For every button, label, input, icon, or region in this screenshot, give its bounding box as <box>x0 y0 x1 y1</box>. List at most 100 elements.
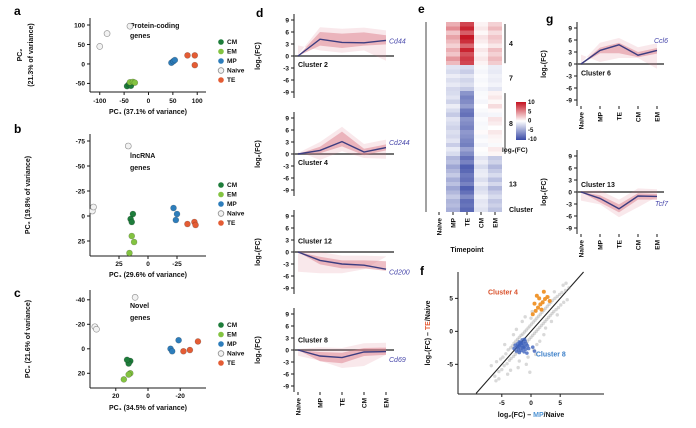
svg-text:0: 0 <box>81 213 85 220</box>
gene-label: Cd244 <box>389 140 410 147</box>
svg-text:6: 6 <box>285 29 289 36</box>
svg-text:5: 5 <box>558 400 562 407</box>
svg-text:PC₁ (34.5% of variance): PC₁ (34.5% of variance) <box>109 405 187 412</box>
svg-text:0: 0 <box>529 400 533 407</box>
panel-label-c: c <box>14 286 21 300</box>
svg-text:-50: -50 <box>76 163 86 170</box>
svg-text:-100: -100 <box>93 98 106 105</box>
axes: -100 -50 0 50 100 100 50 0 -50 PC₁ (37.1% of vari… <box>17 18 206 116</box>
svg-text:50: 50 <box>169 98 177 105</box>
svg-text:Protein-coding: Protein-coding <box>130 23 179 30</box>
svg-text:-40: -40 <box>76 297 86 304</box>
svg-text:0: 0 <box>285 249 289 256</box>
svg-text:MP: MP <box>318 397 325 407</box>
x-tick-labels: Naive MP TE CM EM <box>296 392 391 415</box>
cluster-label: Cluster 6 <box>581 71 611 78</box>
svg-text:-5: -5 <box>528 128 534 134</box>
svg-text:0: 0 <box>568 61 572 68</box>
axes: 9 6 3 0 -3 -6 -9 log₂(FC) <box>255 112 295 196</box>
svg-text:-9: -9 <box>283 383 289 390</box>
svg-text:0: 0 <box>146 393 150 400</box>
svg-text:lncRNA: lncRNA <box>130 153 155 160</box>
svg-text:genes: genes <box>130 33 150 40</box>
axes: 9 6 3 0 -3 -6 -9 log₂(FC) <box>255 308 295 392</box>
cluster-label: Cluster 8 <box>298 337 328 344</box>
cluster-band <box>581 192 657 213</box>
svg-text:CM: CM <box>227 322 237 329</box>
cluster-band <box>298 131 386 156</box>
svg-text:TE: TE <box>227 360 236 367</box>
svg-text:PC₂ (21.6% of variance): PC₂ (21.6% of variance) <box>25 300 32 378</box>
svg-text:EM: EM <box>227 192 237 199</box>
x-axis-label: log₂(FC) – MP/Naive <box>498 412 565 419</box>
svg-text:log₂(FC): log₂(FC) <box>255 42 262 70</box>
svg-text:CM: CM <box>227 39 237 46</box>
svg-text:0: 0 <box>285 53 289 60</box>
cluster-label: Cluster 12 <box>298 239 332 246</box>
svg-text:0: 0 <box>568 189 572 196</box>
svg-text:-6: -6 <box>283 77 289 84</box>
svg-text:-10: -10 <box>528 137 537 143</box>
svg-text:-20: -20 <box>176 393 186 400</box>
svg-text:MP: MP <box>451 217 458 227</box>
svg-text:CM: CM <box>227 182 237 189</box>
svg-text:(21.3% of variance): (21.3% of variance) <box>28 23 35 86</box>
points-all-genes <box>489 281 571 383</box>
svg-text:9: 9 <box>285 17 289 24</box>
svg-text:genes: genes <box>130 315 150 322</box>
cluster-id-label: 4 <box>509 41 513 48</box>
cluster-label: Cluster 13 <box>581 182 615 189</box>
column-labels: Naive MP TE CM EM <box>437 212 500 235</box>
panel-label-b: b <box>14 122 22 136</box>
gene-line <box>580 191 658 210</box>
gene-label: Tcf7 <box>655 201 669 208</box>
svg-text:PC₁ (29.6% of variance): PC₁ (29.6% of variance) <box>109 272 187 279</box>
legend: CM EM MP Naive TE <box>217 39 245 84</box>
svg-text:-5: -5 <box>499 400 505 407</box>
legend: CM EM MP Naive TE <box>217 182 245 227</box>
svg-text:25: 25 <box>115 261 123 268</box>
svg-text:MP: MP <box>227 201 237 208</box>
svg-text:-20: -20 <box>76 322 86 329</box>
svg-text:-75: -75 <box>76 138 86 145</box>
svg-text:-50: -50 <box>119 98 129 105</box>
gene-line <box>297 140 387 155</box>
svg-text:9: 9 <box>285 311 289 318</box>
cluster8-line-plot: 9 6 3 0 -3 -6 -9 log₂(FC) Cluster 8 Cd69 Naive MP TE… <box>255 308 406 415</box>
svg-text:-6: -6 <box>566 213 572 220</box>
heatmap-cells <box>432 22 502 213</box>
panel-label-g: g <box>546 12 554 26</box>
svg-text:-9: -9 <box>283 187 289 194</box>
pca-lncrna-plot: 25 0 -25 -75 -50 -25 0 25 PC₁ (29.6% of variance… <box>25 134 245 279</box>
gene-line <box>580 44 658 65</box>
svg-text:-6: -6 <box>566 85 572 92</box>
svg-text:log₂(FC): log₂(FC) <box>255 238 262 266</box>
svg-text:CM: CM <box>362 398 369 408</box>
svg-text:CM: CM <box>636 240 643 250</box>
svg-text:TE: TE <box>227 77 236 84</box>
svg-text:10: 10 <box>528 100 535 106</box>
cluster-label: Cluster 2 <box>298 62 328 69</box>
svg-text:EM: EM <box>655 240 662 250</box>
svg-text:PC₂ (19.8% of variance): PC₂ (19.8% of variance) <box>25 156 32 234</box>
svg-text:EM: EM <box>227 332 237 339</box>
svg-text:Novel: Novel <box>130 303 149 310</box>
data-points <box>89 142 199 257</box>
svg-text:-50: -50 <box>76 81 86 88</box>
cluster12-line-plot: 9 6 3 0 -3 -6 -9 log₂(FC) Cluster 12 Cd200 <box>255 210 410 294</box>
svg-text:-3: -3 <box>283 261 289 268</box>
data-points <box>91 294 202 383</box>
axes: 9 6 3 0 -3 -6 -9 log₂(FC) <box>541 22 578 106</box>
svg-text:3: 3 <box>285 335 289 342</box>
svg-text:0: 0 <box>81 61 85 68</box>
axes: 9 6 3 0 -3 -6 -9 log₂(FC) <box>255 210 295 294</box>
svg-text:6: 6 <box>285 323 289 330</box>
gene-line <box>297 251 387 270</box>
svg-text:Naive: Naive <box>227 211 245 218</box>
svg-text:9: 9 <box>568 25 572 32</box>
svg-text:3: 3 <box>568 177 572 184</box>
svg-text:Naive: Naive <box>579 112 586 130</box>
svg-text:log₂(FC): log₂(FC) <box>502 147 528 154</box>
svg-text:-6: -6 <box>283 273 289 280</box>
